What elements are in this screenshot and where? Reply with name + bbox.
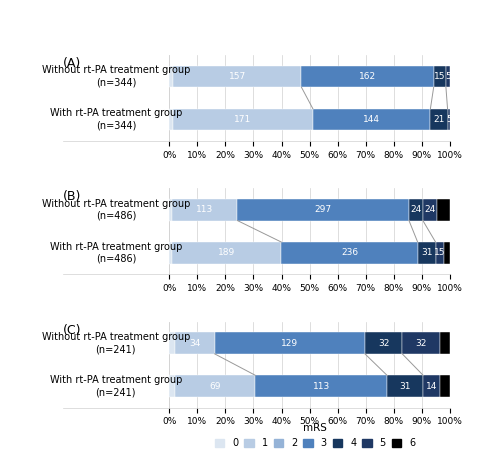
Text: 297: 297 xyxy=(314,205,332,214)
Bar xyxy=(444,242,450,263)
Text: 162: 162 xyxy=(359,72,376,81)
Text: 113: 113 xyxy=(196,205,214,214)
Bar xyxy=(440,376,450,397)
Bar xyxy=(409,199,423,221)
Text: Without rt-PA treatment group
(n=241): Without rt-PA treatment group (n=241) xyxy=(42,332,190,354)
Text: 144: 144 xyxy=(363,115,380,124)
Text: With rt-PA treatment group
(n=241): With rt-PA treatment group (n=241) xyxy=(50,375,182,398)
Bar xyxy=(387,376,423,397)
Text: 171: 171 xyxy=(234,115,252,124)
Text: 129: 129 xyxy=(281,338,298,348)
Text: Without rt-PA treatment group
(n=486): Without rt-PA treatment group (n=486) xyxy=(42,199,190,221)
Bar xyxy=(169,333,175,354)
Bar xyxy=(402,333,440,354)
Bar xyxy=(174,109,313,130)
Bar xyxy=(448,109,450,130)
Text: 5: 5 xyxy=(446,115,452,124)
Bar xyxy=(446,65,450,87)
Bar xyxy=(430,109,448,130)
Text: 236: 236 xyxy=(341,248,358,257)
Text: With rt-PA treatment group
(n=486): With rt-PA treatment group (n=486) xyxy=(50,241,182,264)
Bar xyxy=(169,65,173,87)
Bar xyxy=(256,376,387,397)
Bar xyxy=(169,109,173,130)
Text: 157: 157 xyxy=(228,72,246,81)
Text: 69: 69 xyxy=(210,382,221,391)
Bar xyxy=(169,376,175,397)
Bar xyxy=(313,109,430,130)
Bar xyxy=(172,242,282,263)
Bar xyxy=(423,199,436,221)
Text: 5: 5 xyxy=(445,72,451,81)
Bar xyxy=(282,242,418,263)
Bar xyxy=(418,242,436,263)
Bar xyxy=(436,199,450,221)
Text: 14: 14 xyxy=(426,382,437,391)
Text: 31: 31 xyxy=(400,382,411,391)
Bar xyxy=(238,199,409,221)
Legend: 0, 1, 2, 3, 4, 5, 6: 0, 1, 2, 3, 4, 5, 6 xyxy=(212,420,418,451)
Text: 15: 15 xyxy=(434,72,446,81)
Bar xyxy=(423,376,440,397)
Bar xyxy=(175,376,256,397)
Bar xyxy=(434,65,446,87)
Text: 34: 34 xyxy=(189,338,200,348)
Text: 24: 24 xyxy=(424,205,436,214)
Bar xyxy=(440,333,450,354)
Bar xyxy=(172,199,238,221)
Bar xyxy=(436,242,444,263)
Bar xyxy=(214,333,365,354)
Text: 31: 31 xyxy=(421,248,432,257)
Bar xyxy=(169,199,172,221)
Text: 32: 32 xyxy=(378,338,390,348)
Text: 24: 24 xyxy=(410,205,422,214)
Text: Without rt-PA treatment group
(n=344): Without rt-PA treatment group (n=344) xyxy=(42,65,190,87)
Text: 15: 15 xyxy=(434,248,446,257)
Text: (A): (A) xyxy=(62,57,81,70)
Text: 189: 189 xyxy=(218,248,236,257)
Bar xyxy=(365,333,402,354)
Text: (C): (C) xyxy=(62,324,81,337)
Bar xyxy=(169,242,172,263)
Bar xyxy=(302,65,434,87)
Text: 21: 21 xyxy=(434,115,444,124)
Bar xyxy=(175,333,214,354)
Bar xyxy=(174,65,302,87)
Text: (B): (B) xyxy=(62,191,81,203)
Text: 113: 113 xyxy=(312,382,330,391)
Text: With rt-PA treatment group
(n=344): With rt-PA treatment group (n=344) xyxy=(50,108,182,131)
Text: 32: 32 xyxy=(415,338,426,348)
